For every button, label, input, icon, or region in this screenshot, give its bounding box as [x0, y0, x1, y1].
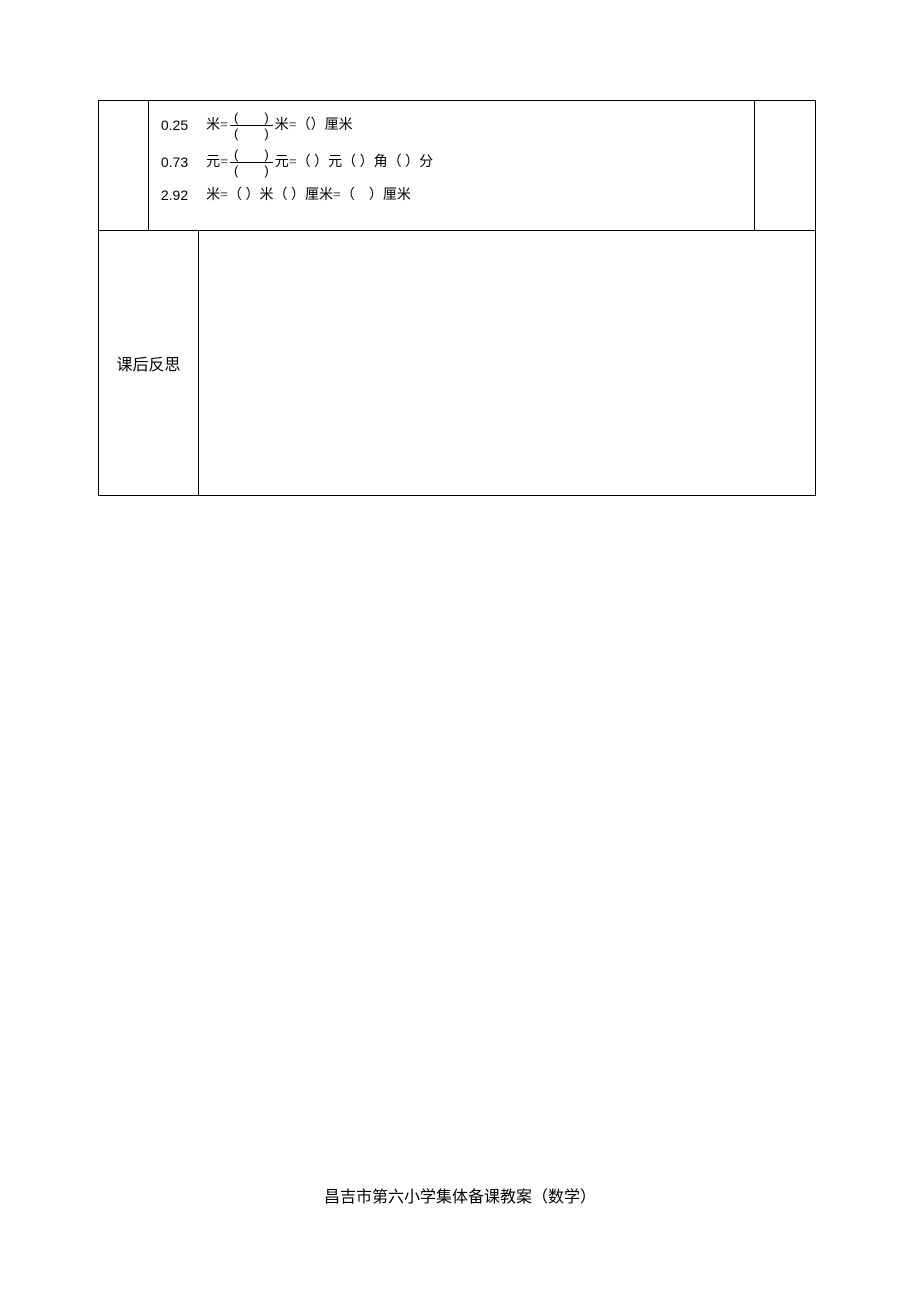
equation-value: 0.25 — [161, 115, 188, 136]
fraction-blank: ( ) ( ) — [230, 148, 273, 177]
equations-cell: 0.25 米 = ( ) ( ) 米 = （） 厘米 0.73 元 = ( ) … — [149, 101, 755, 230]
equation-unit: 角 — [374, 152, 388, 173]
reflection-content-cell — [199, 231, 815, 495]
equation-value: 2.92 — [161, 185, 188, 206]
fraction-blank: ( ) ( ) — [230, 111, 273, 140]
equation-unit: 元 — [275, 152, 289, 173]
equation-unit: 米 — [275, 115, 289, 136]
blank-paren: （ ） — [388, 152, 420, 173]
equals-sign: = — [289, 115, 297, 136]
page-footer-title: 昌吉市第六小学集体备课教案（数学） — [0, 1183, 920, 1207]
equals-sign: = — [289, 152, 297, 173]
reflection-label-cell: 课后反思 — [99, 231, 199, 495]
reflection-label: 课后反思 — [116, 351, 180, 375]
blank-paren: （） — [297, 115, 325, 136]
fraction-denominator: ( ) — [230, 163, 273, 177]
lesson-plan-table: 0.25 米 = ( ) ( ) 米 = （） 厘米 0.73 元 = ( ) … — [98, 100, 816, 496]
blank-paren: （ ） — [228, 185, 260, 206]
equations-row: 0.25 米 = ( ) ( ) 米 = （） 厘米 0.73 元 = ( ) … — [99, 101, 815, 231]
equation-unit: 米 — [260, 185, 274, 206]
reflection-row: 课后反思 — [99, 231, 815, 495]
fraction-numerator: ( ) — [230, 111, 273, 126]
blank-paren: （ ） — [341, 185, 383, 206]
equation-line-1: 0.25 米 = ( ) ( ) 米 = （） 厘米 — [161, 111, 742, 140]
row1-empty-right — [755, 101, 815, 230]
equation-unit: 厘米 — [383, 185, 411, 206]
equals-sign: = — [220, 115, 228, 136]
equation-line-3: 2.92 米 = （ ） 米 （ ） 厘米 = （ ） 厘米 — [161, 185, 742, 206]
row1-empty-left — [99, 101, 149, 230]
blank-paren: （ ） — [274, 185, 306, 206]
equation-line-2: 0.73 元 = ( ) ( ) 元 = （ ） 元 （ ） 角 （ ） 分 — [161, 148, 742, 177]
equals-sign: = — [220, 152, 228, 173]
equation-unit: 元 — [328, 152, 342, 173]
equation-unit: 元 — [206, 152, 220, 173]
equals-sign: = — [220, 185, 228, 206]
fraction-denominator: ( ) — [230, 126, 273, 140]
blank-paren: （ ） — [297, 152, 329, 173]
equation-unit: 分 — [419, 152, 433, 173]
equation-unit: 米 — [206, 115, 220, 136]
equals-sign: = — [333, 185, 341, 206]
blank-paren: （ ） — [342, 152, 374, 173]
equation-unit: 米 — [206, 185, 220, 206]
fraction-numerator: ( ) — [230, 148, 273, 163]
equation-value: 0.73 — [161, 152, 188, 173]
equation-unit: 厘米 — [305, 185, 333, 206]
equation-unit: 厘米 — [325, 115, 353, 136]
